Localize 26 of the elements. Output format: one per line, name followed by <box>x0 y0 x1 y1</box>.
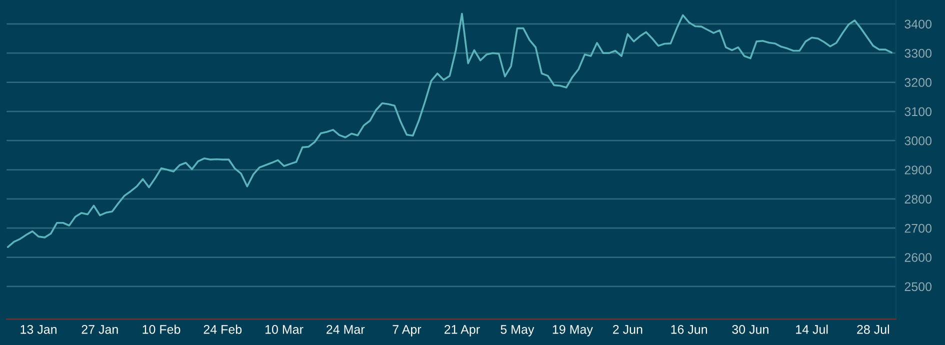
x-tick-label: 10 Feb <box>142 324 180 334</box>
x-tick-label: 10 Mar <box>266 325 304 334</box>
x-tick-label: 27 Jan <box>82 325 118 334</box>
x-tick-label: 28 Jul <box>857 324 889 334</box>
y-tick-label: 2800 <box>904 194 932 204</box>
y-tick-label: 3400 <box>904 20 932 29</box>
y-tick-label: 3200 <box>904 78 932 87</box>
y-tick-label: 3000 <box>904 136 932 146</box>
y-tick-label: 3100 <box>904 107 932 116</box>
x-tick-label: 30 Jun <box>732 325 768 334</box>
x-tick-label: 13 Jan <box>20 325 56 334</box>
x-tick-label: 21 Apr <box>444 325 480 336</box>
x-tick-label: 24 Feb <box>204 324 242 334</box>
x-tick-label: 7 Apr <box>392 325 422 336</box>
y-tick-label: 2600 <box>904 253 932 262</box>
y-tick-label: 3300 <box>904 48 932 58</box>
y-tick-label: 2900 <box>904 166 932 174</box>
x-tick-label: 19 May <box>552 325 593 336</box>
x-tick-label: 24 Mar <box>326 325 365 334</box>
y-tick-label: 2500 <box>904 282 932 292</box>
x-tick-label: 14 Jul <box>796 324 828 334</box>
x-tick-label: 16 Jun <box>671 325 707 334</box>
x-tick-label: 2 Jun <box>613 325 642 334</box>
line-series <box>6 12 892 248</box>
y-tick-label: 2700 <box>904 224 932 233</box>
x-tick-label: 5 May <box>500 325 534 336</box>
